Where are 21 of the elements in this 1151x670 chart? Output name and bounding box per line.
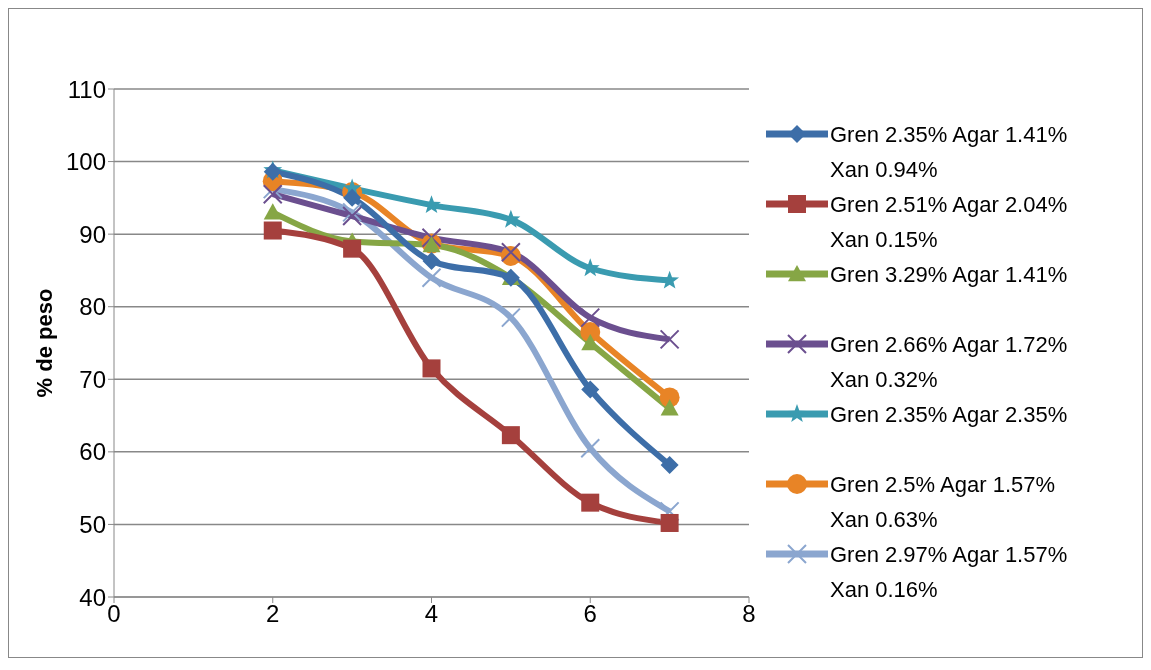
y-tick-label: 90 — [79, 220, 106, 248]
y-tick-label: 60 — [79, 438, 106, 466]
x-tick-label: 0 — [107, 600, 121, 628]
y-tick-label: 80 — [79, 293, 106, 321]
y-tick-label: 110 — [67, 75, 106, 103]
legend-label: Gren 2.5% Agar 1.57% Xan 0.63% — [830, 471, 1057, 534]
x-tick-label: 4 — [424, 600, 439, 628]
x-tick-label: 2 — [266, 600, 280, 628]
legend-label: Gren 2.35% Agar 2.35% — [830, 401, 1069, 429]
legend-label: Gren 2.66% Agar 1.72% Xan 0.32% — [830, 331, 1069, 394]
y-tick-label: 70 — [79, 365, 106, 393]
y-tick-label: 50 — [79, 510, 106, 538]
legend-label: Gren 3.29% Agar 1.41% — [830, 261, 1069, 289]
x-tick-label: 6 — [583, 600, 597, 628]
legend-label: Gren 2.97% Agar 1.57% Xan 0.16% — [830, 541, 1069, 604]
x-tick-label: 8 — [742, 600, 756, 628]
y-tick-label: 100 — [65, 148, 106, 176]
legend-label: Gren 2.35% Agar 1.41% Xan 0.94% — [830, 121, 1069, 184]
y-axis-title: % de peso — [31, 288, 57, 398]
y-tick-label: 40 — [79, 583, 106, 611]
legend-label: Gren 2.51% Agar 2.04% Xan 0.15% — [830, 191, 1069, 254]
